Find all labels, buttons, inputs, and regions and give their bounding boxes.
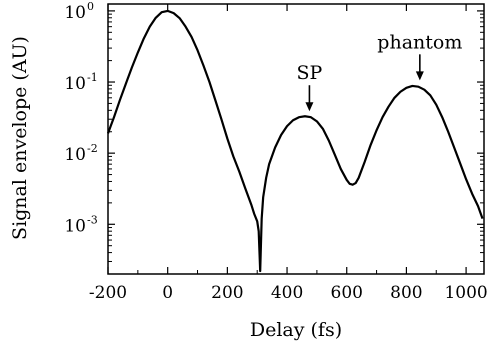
annotation-layer: SP phantom bbox=[297, 31, 462, 112]
x-tick-label: 400 bbox=[271, 283, 303, 303]
signal-envelope-line bbox=[106, 9, 484, 273]
x-tick-label: 1000 bbox=[444, 283, 487, 303]
x-axis-label: Delay (fs) bbox=[250, 319, 342, 341]
x-tick-label: 800 bbox=[390, 283, 422, 303]
plot-frame bbox=[107, 3, 485, 275]
annotation-arrowhead bbox=[415, 71, 424, 81]
x-axis-ticks: -200 0 200 400 600 800 1000 bbox=[89, 4, 488, 303]
x-tick-label: 600 bbox=[331, 283, 363, 303]
x-tick-label: 200 bbox=[211, 283, 243, 303]
annotation-arrowhead bbox=[305, 102, 314, 112]
y-tick-exponent: -2 bbox=[87, 142, 98, 155]
x-tick-label: -200 bbox=[89, 283, 127, 303]
y-tick-exponent: -1 bbox=[87, 71, 98, 84]
y-tick-label: 10 bbox=[64, 74, 86, 94]
y-tick-exponent: -3 bbox=[87, 213, 98, 226]
y-tick-label: 10 bbox=[64, 216, 86, 236]
plot-area-border bbox=[107, 3, 485, 275]
y-axis-label: Signal envelope (AU) bbox=[9, 36, 31, 240]
annotation-label: SP bbox=[297, 62, 323, 84]
y-tick-label: 10 bbox=[64, 3, 86, 23]
series-layer bbox=[106, 9, 484, 273]
x-tick-label: 0 bbox=[162, 283, 173, 303]
y-tick-exponent: 0 bbox=[87, 0, 94, 13]
y-tick-label: 10 bbox=[64, 145, 86, 165]
annotation-label: phantom bbox=[377, 31, 462, 53]
